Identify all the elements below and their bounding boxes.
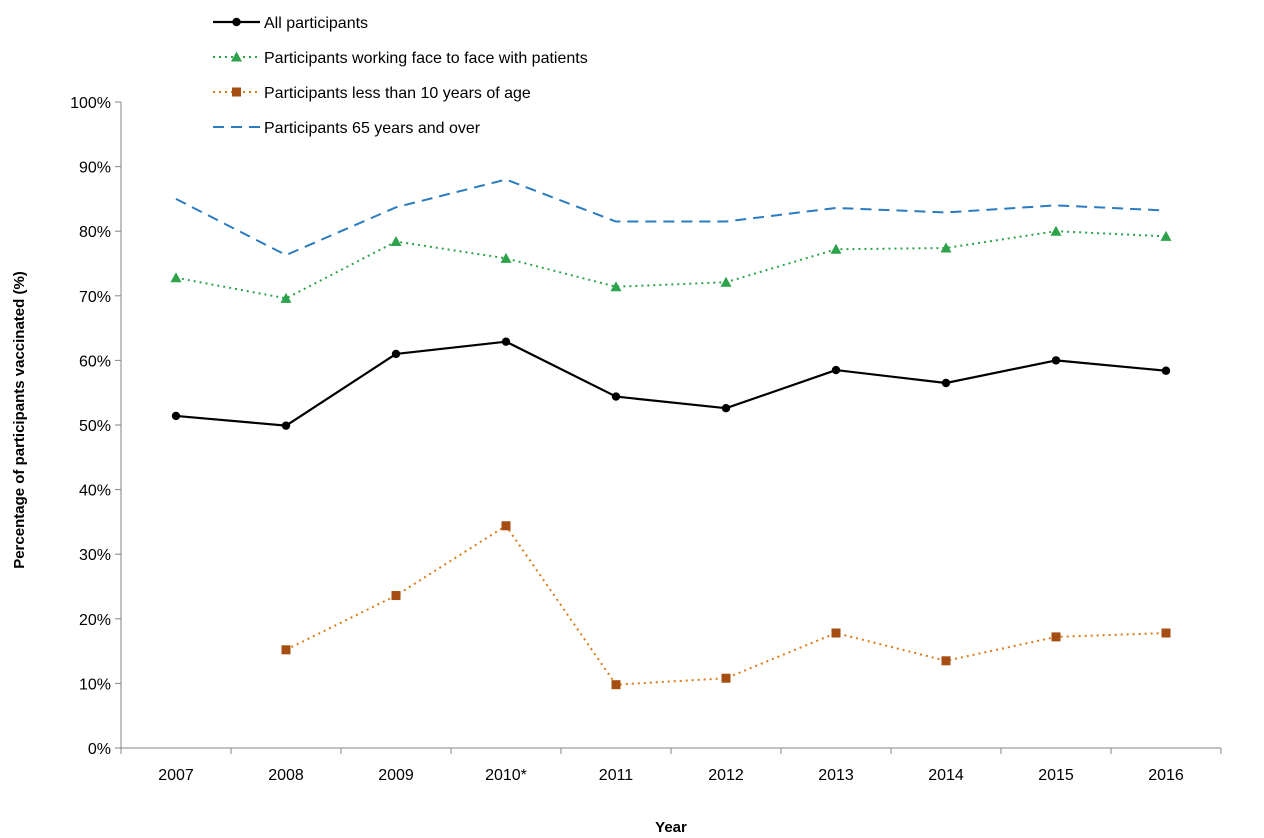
legend-swatch-marker xyxy=(232,17,241,27)
series-line xyxy=(285,524,1167,686)
data-point xyxy=(501,337,511,346)
y-tick-label: 10% xyxy=(79,676,111,693)
series-participants-65-years-and-over xyxy=(175,178,1167,257)
series-line xyxy=(175,340,1167,427)
data-point xyxy=(941,656,951,666)
series-line xyxy=(175,178,1167,257)
data-point xyxy=(170,272,182,283)
x-tick-label: 2012 xyxy=(708,767,744,784)
series-line xyxy=(175,230,1167,300)
data-point xyxy=(391,349,401,359)
data-point xyxy=(500,252,512,263)
series-participants-less-than-10-years-of-age xyxy=(281,521,1171,690)
data-point xyxy=(1051,356,1061,365)
series-all-participants xyxy=(171,337,1171,430)
data-point xyxy=(610,281,622,292)
x-axis-title: Year xyxy=(655,819,687,836)
x-tick-label: 2015 xyxy=(1038,767,1074,784)
data-point xyxy=(390,236,402,247)
data-point xyxy=(611,392,621,401)
data-point xyxy=(940,242,952,253)
y-tick-label: 0% xyxy=(88,741,111,758)
legend-item: Participants less than 10 years of age xyxy=(213,85,531,102)
data-point xyxy=(1051,632,1061,642)
x-tick-label: 2009 xyxy=(378,767,414,784)
y-tick-label: 40% xyxy=(79,483,111,500)
data-point xyxy=(611,680,621,690)
legend-item: Participants 65 years and over xyxy=(213,120,481,137)
data-point xyxy=(1161,366,1171,375)
axes: 0% 10% 20% 30% 40% 50% 60% 70% 80% 90% 100% 2007 200… xyxy=(70,95,1222,784)
data-point xyxy=(831,365,841,375)
data-point xyxy=(281,645,291,655)
data-point xyxy=(501,521,511,531)
data-point xyxy=(280,292,292,303)
y-tick-label: 60% xyxy=(79,353,111,370)
legend-label: Participants less than 10 years of age xyxy=(264,85,531,102)
y-axis-title: Percentage of participants vaccinated (%… xyxy=(11,271,28,569)
series-layer xyxy=(170,178,1172,690)
y-tick-label: 30% xyxy=(79,547,111,564)
y-tick-label: 80% xyxy=(79,224,111,241)
data-point xyxy=(830,243,842,254)
legend-item: All participants xyxy=(213,15,368,32)
legend-swatch-marker xyxy=(231,51,242,62)
y-tick-label: 100% xyxy=(70,95,111,112)
legend-label: All participants xyxy=(264,15,368,32)
series-participants-working-face-to-face-with-patients xyxy=(170,225,1172,303)
legend-swatch-marker xyxy=(232,87,241,97)
data-point xyxy=(1161,628,1171,638)
data-point xyxy=(941,378,951,388)
x-tick-label: 2010* xyxy=(485,767,527,784)
x-tick-label: 2008 xyxy=(268,767,304,784)
data-point xyxy=(281,421,291,430)
data-point xyxy=(171,411,181,421)
y-tick-label: 90% xyxy=(79,160,111,177)
legend-item: Participants working face to face with p… xyxy=(213,50,588,67)
data-point xyxy=(720,276,732,287)
data-point xyxy=(1050,225,1062,236)
legend-label: Participants working face to face with p… xyxy=(264,50,588,67)
data-point xyxy=(721,404,731,413)
x-tick-label: 2013 xyxy=(818,767,854,784)
x-tick-label: 2007 xyxy=(158,767,194,784)
x-tick-label: 2014 xyxy=(928,767,964,784)
data-point xyxy=(831,628,841,638)
data-point xyxy=(1160,230,1172,241)
data-point xyxy=(391,591,401,601)
data-point xyxy=(721,673,731,683)
x-tick-label: 2016 xyxy=(1148,767,1184,784)
legend: All participants Participants working fac… xyxy=(213,15,588,137)
x-tick-label: 2011 xyxy=(599,767,634,784)
y-tick-label: 50% xyxy=(79,418,111,435)
y-tick-label: 70% xyxy=(79,289,111,306)
y-tick-label: 20% xyxy=(79,612,111,629)
legend-label: Participants 65 years and over xyxy=(264,120,481,137)
